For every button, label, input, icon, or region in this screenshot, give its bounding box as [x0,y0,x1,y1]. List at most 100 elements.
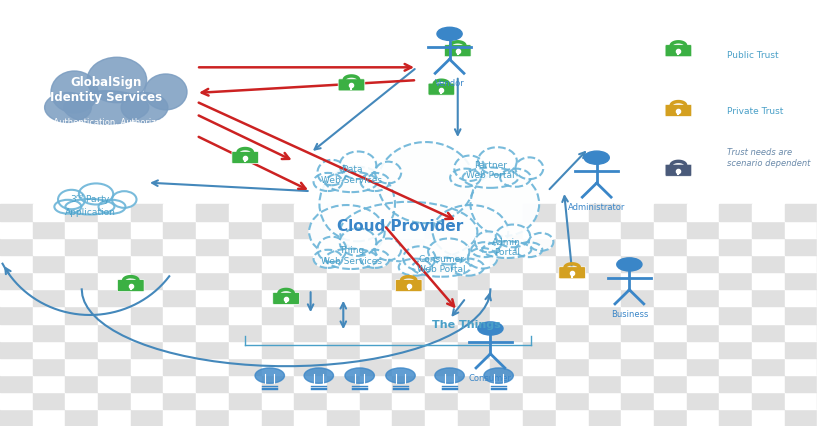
Bar [491,204,523,222]
Text: Admin
Portal: Admin Portal [492,237,521,257]
Bar [784,204,818,222]
Bar [196,273,229,290]
Bar [295,256,327,273]
Bar [621,392,654,409]
Bar [491,256,523,273]
Bar [196,341,229,358]
Bar [0,324,32,341]
Bar [457,409,491,426]
Bar [556,324,588,341]
Bar [131,392,164,409]
Bar [491,358,523,375]
Bar [98,324,131,341]
Ellipse shape [325,173,378,193]
Ellipse shape [87,58,147,104]
Bar [261,239,295,256]
Bar [818,256,830,273]
Ellipse shape [471,173,540,236]
Bar [720,222,752,239]
Bar [359,239,393,256]
Bar [0,273,32,290]
Ellipse shape [317,237,346,262]
Bar [295,409,327,426]
Bar [556,392,588,409]
Bar [196,324,229,341]
Bar [327,375,359,392]
Bar [229,341,261,358]
Bar [0,256,32,273]
Bar [621,375,654,392]
Bar [393,204,425,222]
Bar [457,375,491,392]
Ellipse shape [475,232,502,253]
FancyBboxPatch shape [665,105,691,117]
Bar [752,324,784,341]
Ellipse shape [452,259,484,276]
Bar [556,358,588,375]
Bar [556,239,588,256]
Bar [784,290,818,307]
Bar [0,290,32,307]
Bar [523,204,556,222]
Bar [784,409,818,426]
Bar [32,256,66,273]
Bar [720,204,752,222]
Bar [164,375,196,392]
Bar [32,222,66,239]
Bar [556,290,588,307]
Bar [491,375,523,392]
Bar [425,392,457,409]
Bar [327,307,359,324]
Bar [393,324,425,341]
Bar [98,273,131,290]
Bar [556,341,588,358]
Bar [261,324,295,341]
Bar [621,307,654,324]
Bar [98,392,131,409]
Bar [784,392,818,409]
Bar [556,307,588,324]
Bar [327,358,359,375]
Bar [720,409,752,426]
Bar [654,290,686,307]
Bar [164,256,196,273]
Bar [229,239,261,256]
Bar [131,204,164,222]
Text: Public Trust: Public Trust [727,51,779,60]
Bar [359,307,393,324]
Bar [66,307,98,324]
Bar [393,341,425,358]
Bar [295,204,327,222]
Text: Partner
Web Portal: Partner Web Portal [466,161,515,180]
FancyBboxPatch shape [559,267,585,279]
Text: $3^{rd}$ Party
Application: $3^{rd}$ Party Application [65,192,115,217]
Bar [523,307,556,324]
Bar [393,392,425,409]
Ellipse shape [412,258,471,277]
Bar [720,324,752,341]
Bar [196,239,229,256]
Bar [66,392,98,409]
Bar [752,341,784,358]
Bar [295,222,327,239]
Bar [686,290,720,307]
Bar [621,358,654,375]
Ellipse shape [45,93,91,123]
Bar [359,409,393,426]
Bar [752,392,784,409]
Bar [0,239,32,256]
Bar [131,375,164,392]
Text: Private Trust: Private Trust [727,106,784,115]
Bar [66,375,98,392]
Bar [196,375,229,392]
Bar [654,392,686,409]
Bar [523,409,556,426]
Bar [261,204,295,222]
Bar [164,341,196,358]
Bar [66,273,98,290]
Bar [98,256,131,273]
Bar [491,273,523,290]
Bar [654,375,686,392]
Bar [556,204,588,222]
Bar [588,307,621,324]
